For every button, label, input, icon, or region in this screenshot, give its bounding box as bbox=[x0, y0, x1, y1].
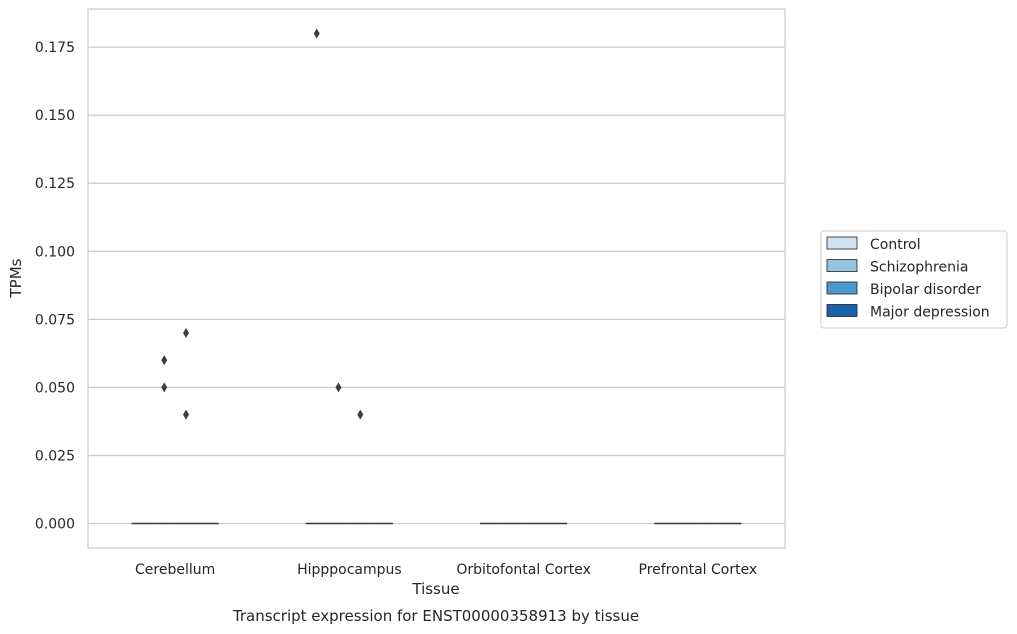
y-axis-label: TPMs bbox=[7, 258, 25, 298]
outlier-point bbox=[161, 382, 168, 393]
plot-marks bbox=[131, 28, 742, 525]
x-tick-labels: Cerebellum Hipppocampus Orbitofontal Corte… bbox=[135, 562, 757, 578]
y-tick-label: 0.150 bbox=[35, 108, 75, 124]
x-tick-label: Hipppocampus bbox=[297, 562, 402, 578]
outlier-point bbox=[313, 28, 320, 39]
legend-swatch bbox=[826, 304, 858, 317]
plot-frame bbox=[87, 8, 786, 549]
grid-lines bbox=[88, 46, 785, 525]
outlier-point bbox=[161, 355, 168, 366]
chart-title: Transcript expression for ENST0000035891… bbox=[232, 607, 639, 625]
legend-label: Major depression bbox=[870, 305, 990, 321]
legend-swatch bbox=[826, 236, 858, 250]
y-tick-label: 0.100 bbox=[35, 244, 75, 260]
y-tick-label: 0.025 bbox=[35, 448, 75, 464]
outlier-point bbox=[183, 409, 190, 420]
x-tick-label: Orbitofontal Cortex bbox=[456, 562, 591, 578]
y-tick-label: 0.175 bbox=[35, 40, 75, 56]
outlier-point bbox=[183, 327, 190, 338]
y-tick-label: 0.075 bbox=[35, 312, 75, 328]
x-tick-label: Prefrontal Cortex bbox=[639, 562, 758, 578]
legend-label: Schizophrenia bbox=[870, 260, 968, 276]
y-tick-label: 0.050 bbox=[35, 380, 75, 396]
legend-swatch bbox=[826, 259, 858, 272]
outlier-point bbox=[335, 382, 342, 393]
y-tick-labels: 0.000 0.025 0.050 0.075 0.100 0.125 0.150 0.175 bbox=[35, 40, 75, 532]
legend-label: Control bbox=[870, 237, 921, 253]
legend: Control Schizophrenia Bipolar disorder Majo… bbox=[820, 230, 1008, 329]
x-axis-label: Tissue bbox=[411, 580, 459, 598]
legend-frame bbox=[820, 230, 1008, 329]
y-tick-label: 0.125 bbox=[35, 176, 75, 192]
plot-area bbox=[88, 9, 785, 548]
outlier-point bbox=[357, 409, 364, 420]
legend-label: Bipolar disorder bbox=[870, 282, 981, 298]
y-tick-label: 0.000 bbox=[35, 517, 75, 533]
legend-swatch bbox=[826, 281, 858, 295]
x-tick-label: Cerebellum bbox=[135, 562, 215, 578]
